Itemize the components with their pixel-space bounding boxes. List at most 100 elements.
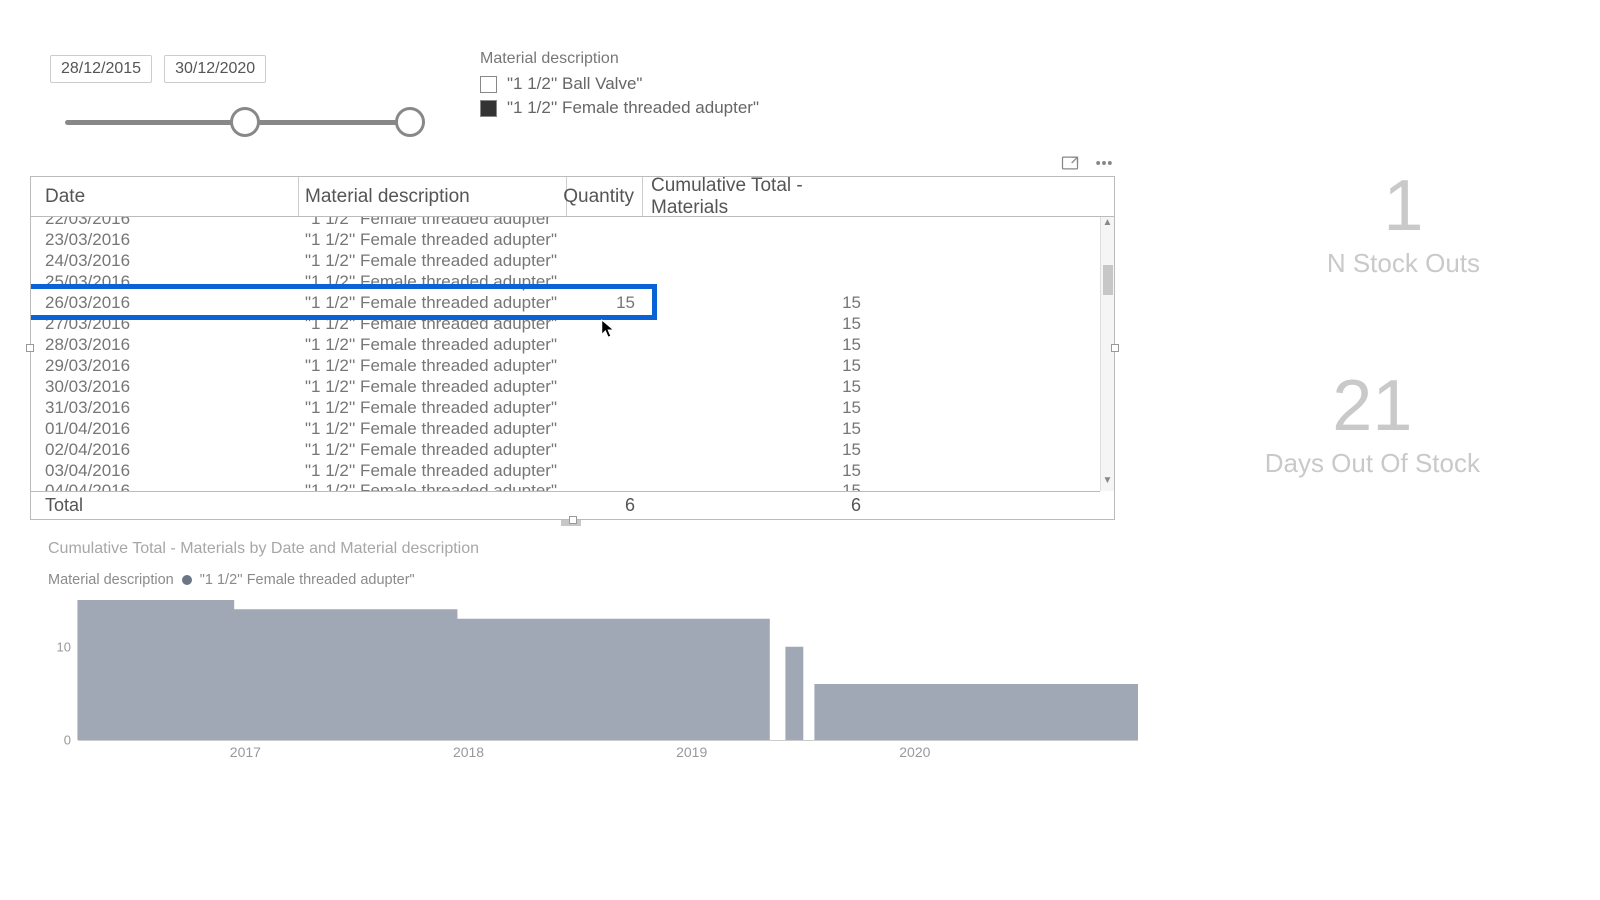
cell-material: "1 1/2'' Female threaded adupter" <box>299 440 567 460</box>
cell-date: 26/03/2016 <box>31 293 299 313</box>
table-row[interactable]: 23/03/2016"1 1/2'' Female threaded adupt… <box>31 229 1114 250</box>
y-axis: 010 <box>48 600 78 740</box>
x-tick-label: 2019 <box>676 744 707 760</box>
scroll-thumb[interactable] <box>1103 265 1113 295</box>
visual-toolbar <box>1060 153 1114 178</box>
cell-material: "1 1/2'' Female threaded adupter" <box>299 230 567 250</box>
chart-plot-area: 010 2017201820192020 <box>48 600 1138 760</box>
cell-material: "1 1/2'' Female threaded adupter" <box>299 356 567 376</box>
legend-label: Material description <box>48 572 174 588</box>
table-row[interactable]: 31/03/2016"1 1/2'' Female threaded adupt… <box>31 397 1114 418</box>
date-range-slicer[interactable]: 28/12/2015 30/12/2020 <box>50 55 470 137</box>
cell-material: "1 1/2'' Female threaded adupter" <box>299 251 567 271</box>
cell-cumulative: 15 <box>643 419 871 439</box>
cell-date: 22/03/2016 <box>31 217 299 229</box>
col-header-quantity[interactable]: Quantity <box>567 177 643 216</box>
cell-material: "1 1/2'' Female threaded adupter" <box>299 377 567 397</box>
cell-cumulative: 15 <box>643 461 871 481</box>
total-cum: 6 <box>643 495 871 516</box>
table-row[interactable]: 26/03/2016"1 1/2'' Female threaded adupt… <box>31 292 1114 313</box>
kpi-value: 21 <box>1265 370 1480 442</box>
option-label: "1 1/2'' Ball Valve" <box>507 74 642 94</box>
material-option-0[interactable]: "1 1/2'' Ball Valve" <box>480 74 759 94</box>
cell-material: "1 1/2'' Female threaded adupter" <box>299 272 567 292</box>
chart-title: Cumulative Total - Materials by Date and… <box>48 540 1138 558</box>
cell-date: 01/04/2016 <box>31 419 299 439</box>
col-header-material[interactable]: Material description <box>299 177 567 216</box>
resize-handle-right[interactable] <box>1111 344 1119 352</box>
table-row[interactable]: 30/03/2016"1 1/2'' Female threaded adupt… <box>31 376 1114 397</box>
cell-date: 03/04/2016 <box>31 461 299 481</box>
col-header-cumulative[interactable]: Cumulative Total - Materials <box>643 177 871 216</box>
cell-date: 29/03/2016 <box>31 356 299 376</box>
kpi-days-out: 21 Days Out Of Stock <box>1265 370 1480 479</box>
cell-date: 24/03/2016 <box>31 251 299 271</box>
col-header-date[interactable]: Date <box>31 177 299 216</box>
cell-date: 30/03/2016 <box>31 377 299 397</box>
table-row[interactable]: 03/04/2016"1 1/2'' Female threaded adupt… <box>31 460 1114 481</box>
slider-thumb-end[interactable] <box>395 107 425 137</box>
resize-handle-left[interactable] <box>26 344 34 352</box>
material-filter: Material description "1 1/2'' Ball Valve… <box>480 50 759 118</box>
material-option-1[interactable]: "1 1/2'' Female threaded adupter" <box>480 98 759 118</box>
cell-date: 27/03/2016 <box>31 314 299 334</box>
table-row[interactable]: 24/03/2016"1 1/2'' Female threaded adupt… <box>31 250 1114 271</box>
plot-area <box>78 600 1138 740</box>
y-tick-label: 0 <box>64 733 71 748</box>
table-row[interactable]: 02/04/2016"1 1/2'' Female threaded adupt… <box>31 439 1114 460</box>
table-row[interactable]: 27/03/2016"1 1/2'' Female threaded adupt… <box>31 313 1114 334</box>
total-qty: 6 <box>567 495 643 516</box>
cell-material: "1 1/2'' Female threaded adupter" <box>299 461 567 481</box>
cell-cumulative: 15 <box>643 398 871 418</box>
slider-thumb-start[interactable] <box>230 107 260 137</box>
cell-cumulative: 15 <box>643 377 871 397</box>
table-row[interactable]: 28/03/2016"1 1/2'' Female threaded adupt… <box>31 334 1114 355</box>
material-filter-title: Material description <box>480 50 759 68</box>
start-date-input[interactable]: 28/12/2015 <box>50 55 152 83</box>
chart-legend: Material description "1 1/2'' Female thr… <box>48 572 1138 588</box>
legend-series-name: "1 1/2'' Female threaded adupter" <box>200 572 415 588</box>
checkbox-icon[interactable] <box>480 100 497 117</box>
y-tick-label: 10 <box>57 639 71 654</box>
kpi-label: N Stock Outs <box>1327 248 1480 279</box>
more-options-icon[interactable] <box>1094 153 1114 178</box>
table-row[interactable]: 29/03/2016"1 1/2'' Female threaded adupt… <box>31 355 1114 376</box>
table-header: Date Material description Quantity Cumul… <box>31 177 1114 217</box>
resize-handle-bottom[interactable] <box>569 516 577 524</box>
materials-table-visual[interactable]: Date Material description Quantity Cumul… <box>30 176 1115 520</box>
date-slider[interactable] <box>65 107 425 137</box>
table-row[interactable]: 22/03/2016"1 1/2'' Female threaded adupt… <box>31 217 1114 229</box>
kpi-stock-outs: 1 N Stock Outs <box>1327 170 1480 279</box>
mouse-cursor-icon <box>600 318 618 340</box>
cell-material: "1 1/2'' Female threaded adupter" <box>299 293 567 313</box>
x-tick-label: 2018 <box>453 744 484 760</box>
cell-material: "1 1/2'' Female threaded adupter" <box>299 314 567 334</box>
kpi-label: Days Out Of Stock <box>1265 448 1480 479</box>
cell-date: 02/04/2016 <box>31 440 299 460</box>
cumulative-chart-visual[interactable]: Cumulative Total - Materials by Date and… <box>48 540 1138 760</box>
x-axis-baseline <box>78 740 1138 741</box>
table-body: 22/03/2016"1 1/2'' Female threaded adupt… <box>31 217 1114 491</box>
cell-material: "1 1/2'' Female threaded adupter" <box>299 217 567 229</box>
cell-material: "1 1/2'' Female threaded adupter" <box>299 481 567 491</box>
cell-cumulative: 15 <box>643 481 871 491</box>
end-date-input[interactable]: 30/12/2020 <box>164 55 266 83</box>
scroll-down-icon[interactable]: ▼ <box>1101 475 1114 491</box>
vertical-scrollbar[interactable]: ▲ ▼ <box>1100 217 1114 491</box>
cell-material: "1 1/2'' Female threaded adupter" <box>299 335 567 355</box>
table-row[interactable]: 01/04/2016"1 1/2'' Female threaded adupt… <box>31 418 1114 439</box>
chart-area-svg <box>78 600 1138 740</box>
checkbox-icon[interactable] <box>480 76 497 93</box>
scroll-up-icon[interactable]: ▲ <box>1101 217 1114 233</box>
cell-date: 04/04/2016 <box>31 481 299 491</box>
cell-quantity: 15 <box>567 293 643 313</box>
table-row[interactable]: 04/04/2016"1 1/2'' Female threaded adupt… <box>31 481 1114 491</box>
table-total-row: Total 6 6 <box>31 491 1100 519</box>
focus-mode-icon[interactable] <box>1060 153 1080 178</box>
table-row[interactable]: 25/03/2016"1 1/2'' Female threaded adupt… <box>31 271 1114 292</box>
kpi-value: 1 <box>1327 170 1480 242</box>
total-label: Total <box>31 495 299 516</box>
x-tick-label: 2017 <box>230 744 261 760</box>
cell-material: "1 1/2'' Female threaded adupter" <box>299 419 567 439</box>
cell-date: 25/03/2016 <box>31 272 299 292</box>
